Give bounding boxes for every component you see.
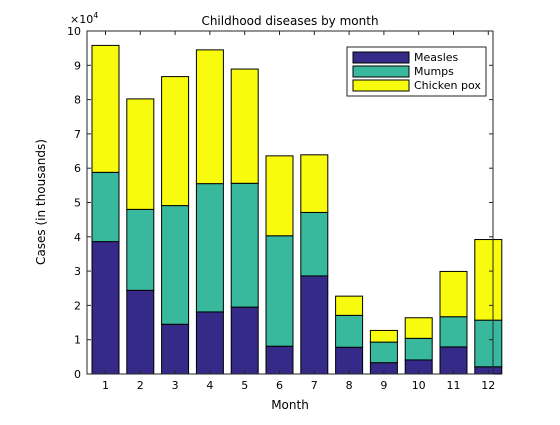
legend-label-measles: Measles bbox=[414, 51, 459, 64]
bar-measles-month-11 bbox=[439, 346, 468, 375]
x-tick-label-12: 12 bbox=[481, 379, 495, 392]
bar-chicken-pox-month-7 bbox=[300, 154, 329, 213]
x-tick-label-9: 9 bbox=[380, 379, 387, 392]
bar-mumps-month-9 bbox=[369, 341, 398, 364]
bar-mumps-month-5 bbox=[230, 182, 259, 308]
y-tick-label-1: 1 bbox=[74, 334, 81, 347]
bar-measles-month-4 bbox=[195, 311, 224, 375]
x-tick-label-2: 2 bbox=[137, 379, 144, 392]
y-tick-label-0: 0 bbox=[74, 368, 81, 381]
y-axis-label: Cases (in thousands) bbox=[34, 139, 48, 265]
legend-label-chicken-pox: Chicken pox bbox=[414, 79, 481, 92]
bar-chicken-pox-month-11 bbox=[439, 270, 468, 318]
bar-mumps-month-7 bbox=[300, 211, 329, 277]
bar-mumps-month-1 bbox=[91, 171, 120, 243]
y-tick-label-9: 9 bbox=[74, 59, 81, 72]
bar-measles-month-8 bbox=[335, 346, 364, 375]
legend-swatch-chicken-pox bbox=[352, 79, 410, 92]
bar-chicken-pox-month-12 bbox=[474, 239, 503, 321]
bar-chicken-pox-month-10 bbox=[404, 317, 433, 339]
y-tick-label-10: 10 bbox=[67, 25, 81, 38]
y-tick-label-4: 4 bbox=[74, 231, 81, 244]
bar-mumps-month-10 bbox=[404, 337, 433, 361]
y-tick-label-5: 5 bbox=[74, 197, 81, 210]
bars-group bbox=[91, 44, 503, 375]
chart-title: Childhood diseases by month bbox=[201, 14, 378, 28]
bar-mumps-month-3 bbox=[161, 205, 190, 325]
legend: Measles Mumps Chicken pox bbox=[346, 46, 487, 97]
y-tick-label-6: 6 bbox=[74, 162, 81, 175]
bar-measles-month-5 bbox=[230, 306, 259, 375]
bar-chicken-pox-month-3 bbox=[161, 76, 190, 207]
x-tick-label-8: 8 bbox=[346, 379, 353, 392]
bar-measles-month-2 bbox=[126, 289, 155, 375]
bar-chicken-pox-month-6 bbox=[265, 155, 294, 237]
bar-chicken-pox-month-5 bbox=[230, 68, 259, 184]
y-axis-exponent: ×104 bbox=[70, 11, 98, 26]
bar-chicken-pox-month-9 bbox=[369, 329, 398, 343]
bar-mumps-month-4 bbox=[195, 183, 224, 313]
bar-mumps-month-12 bbox=[474, 319, 503, 368]
x-tick-label-4: 4 bbox=[206, 379, 213, 392]
y-axis-exponent-base: ×10 bbox=[70, 13, 93, 26]
bar-mumps-month-11 bbox=[439, 316, 468, 348]
y-tick-label-8: 8 bbox=[74, 94, 81, 107]
x-tick-label-1: 1 bbox=[102, 379, 109, 392]
x-tick-label-10: 10 bbox=[412, 379, 426, 392]
x-tick-label-7: 7 bbox=[311, 379, 318, 392]
bar-chicken-pox-month-4 bbox=[195, 49, 224, 185]
bar-measles-month-1 bbox=[91, 241, 120, 375]
bar-mumps-month-6 bbox=[265, 235, 294, 347]
bar-chicken-pox-month-2 bbox=[126, 98, 155, 210]
x-axis-label: Month bbox=[271, 398, 309, 412]
legend-swatch-measles bbox=[352, 51, 410, 64]
bar-mumps-month-2 bbox=[126, 208, 155, 291]
x-tick-label-11: 11 bbox=[447, 379, 461, 392]
bar-measles-month-7 bbox=[300, 275, 329, 375]
y-tick-label-3: 3 bbox=[74, 265, 81, 278]
y-tick-label-2: 2 bbox=[74, 299, 81, 312]
x-tick-label-3: 3 bbox=[172, 379, 179, 392]
bar-measles-month-3 bbox=[161, 323, 190, 375]
bar-mumps-month-8 bbox=[335, 314, 364, 348]
y-tick-label-7: 7 bbox=[74, 128, 81, 141]
x-tick-label-5: 5 bbox=[241, 379, 248, 392]
bar-measles-month-6 bbox=[265, 345, 294, 375]
y-axis-exponent-power: 4 bbox=[93, 11, 98, 20]
legend-swatch-mumps bbox=[352, 65, 410, 78]
bar-chicken-pox-month-8 bbox=[335, 295, 364, 316]
bar-chicken-pox-month-1 bbox=[91, 44, 120, 173]
legend-label-mumps: Mumps bbox=[414, 65, 454, 78]
x-tick-label-6: 6 bbox=[276, 379, 283, 392]
